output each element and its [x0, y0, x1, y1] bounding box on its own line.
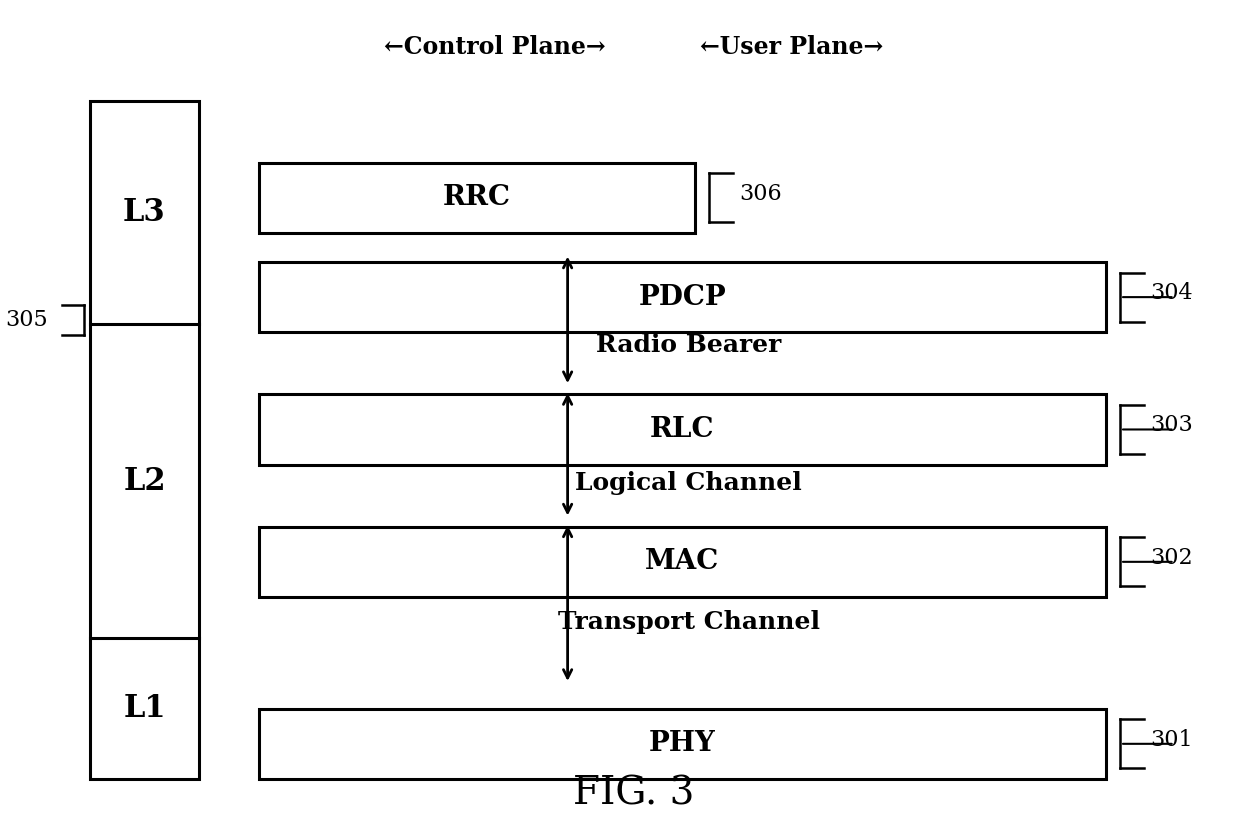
Bar — [259, 394, 1106, 465]
Text: RRC: RRC — [443, 184, 511, 212]
Text: 306: 306 — [739, 183, 782, 205]
Text: PHY: PHY — [649, 730, 715, 757]
Text: L3: L3 — [123, 197, 166, 227]
Bar — [259, 163, 694, 233]
Text: 302: 302 — [1151, 547, 1193, 569]
Text: Transport Channel: Transport Channel — [558, 610, 820, 634]
Text: ←Control Plane→: ←Control Plane→ — [384, 35, 606, 59]
Text: RLC: RLC — [650, 416, 714, 443]
Text: 304: 304 — [1151, 282, 1193, 304]
Bar — [259, 527, 1106, 597]
Text: Radio Bearer: Radio Bearer — [596, 333, 781, 357]
Text: 301: 301 — [1151, 729, 1193, 750]
Text: ←User Plane→: ←User Plane→ — [699, 35, 883, 59]
Text: FIG. 3: FIG. 3 — [573, 775, 694, 812]
Bar — [91, 100, 198, 779]
Bar — [259, 262, 1106, 332]
Text: 305: 305 — [5, 309, 47, 331]
Text: L2: L2 — [123, 466, 166, 496]
Text: MAC: MAC — [645, 549, 719, 575]
Text: 303: 303 — [1151, 414, 1193, 437]
Text: L1: L1 — [123, 693, 166, 724]
Bar — [259, 709, 1106, 779]
Text: PDCP: PDCP — [639, 284, 727, 310]
Text: Logical Channel: Logical Channel — [575, 471, 802, 495]
